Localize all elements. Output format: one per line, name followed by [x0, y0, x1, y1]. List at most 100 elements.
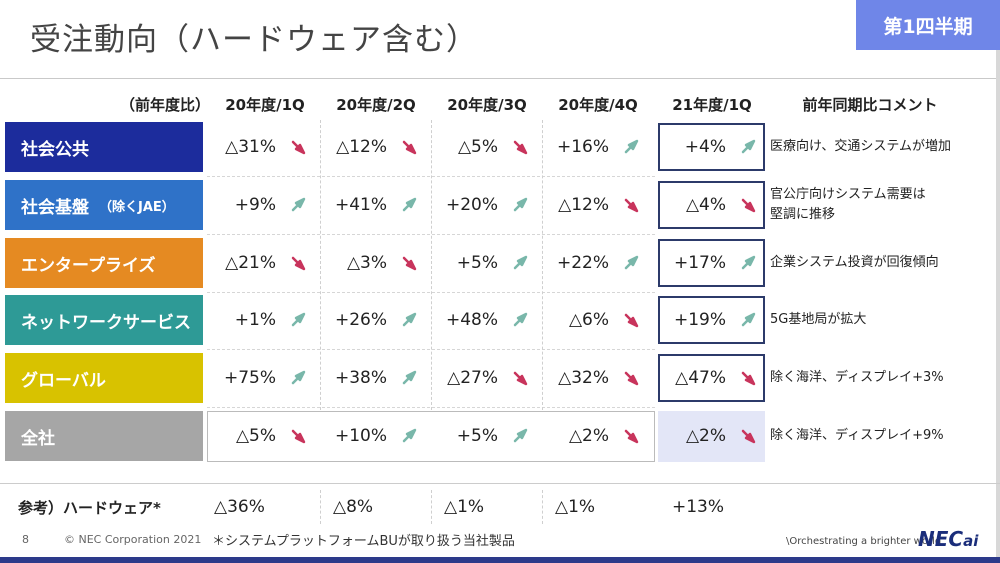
arrow-up-icon [740, 139, 756, 155]
value-cell: +41% [321, 180, 417, 230]
value-cell: △5% [210, 411, 306, 461]
reference-value-2: △8% [333, 497, 374, 517]
value-cell: △2% [543, 411, 639, 461]
period-header-4: 20年度/4Q [558, 96, 638, 114]
comment-line: 企業システム投資が回復傾向 [770, 255, 939, 270]
arrow-down-icon [740, 428, 756, 444]
segment-name: グローバル [21, 370, 106, 391]
value-text: △32% [558, 368, 609, 388]
arrow-down-icon [290, 428, 306, 444]
reference-column-divider [431, 490, 432, 524]
value-cell: +5% [432, 238, 528, 288]
page-number: 8 [22, 533, 29, 546]
value-cell: +48% [432, 295, 528, 345]
value-text: △27% [447, 368, 498, 388]
value-text: +9% [234, 195, 276, 215]
arrow-down-icon [623, 428, 639, 444]
value-cell: +17% [660, 238, 756, 288]
value-cell: +20% [432, 180, 528, 230]
comment-line: 医療向け、交通システムが増加 [770, 139, 951, 154]
reference-column-divider [320, 490, 321, 524]
comment-line: 堅調に推移 [770, 207, 836, 222]
latest-quarter-highlight [658, 354, 765, 402]
tagline: \Orchestrating a brighter world [786, 536, 942, 547]
value-cell: △6% [543, 295, 639, 345]
value-text: △3% [346, 253, 387, 273]
value-text: +10% [334, 426, 387, 446]
arrow-up-icon [740, 255, 756, 271]
value-text: △31% [225, 137, 276, 157]
value-cell: △21% [210, 238, 306, 288]
arrow-up-icon [512, 312, 528, 328]
arrow-down-icon [740, 197, 756, 213]
footnote: ＊システムプラットフォームBUが取り扱う当社製品 [212, 534, 515, 549]
value-cell: +5% [432, 411, 528, 461]
row-comment: 医療向け、交通システムが増加 [770, 137, 951, 157]
value-text: +75% [223, 368, 276, 388]
comment-line: 除く海洋、ディスプレイ+9% [770, 428, 944, 443]
value-text: △6% [568, 310, 609, 330]
arrow-down-icon [512, 370, 528, 386]
arrow-down-icon [623, 197, 639, 213]
column-divider [431, 120, 432, 410]
value-text: +20% [445, 195, 498, 215]
value-cell: +1% [210, 295, 306, 345]
latest-quarter-highlight [658, 239, 765, 287]
copyright: © NEC Corporation 2021 [64, 533, 202, 546]
reference-value-5: +13% [672, 497, 725, 517]
value-text: △12% [558, 195, 609, 215]
value-cell: +9% [210, 180, 306, 230]
arrow-up-icon [401, 370, 417, 386]
value-cell: +38% [321, 353, 417, 403]
arrow-down-icon [401, 139, 417, 155]
value-text: △5% [457, 137, 498, 157]
value-text: +17% [673, 253, 726, 273]
segment-name: 社会基盤 [21, 197, 89, 218]
reference-value-3: △1% [444, 497, 485, 517]
segment-label-3: エンタープライズ [5, 238, 203, 288]
value-text: +22% [556, 253, 609, 273]
arrow-down-icon [290, 255, 306, 271]
logo-ai: ai [963, 532, 979, 550]
arrow-up-icon [401, 428, 417, 444]
arrow-up-icon [401, 197, 417, 213]
basis-label: （前年度比） [120, 96, 211, 114]
segment-label-6: 全社 [5, 411, 203, 461]
value-text: △47% [675, 368, 726, 388]
arrow-up-icon [512, 255, 528, 271]
reference-column-divider [542, 490, 543, 524]
period-header-3: 20年度/3Q [447, 96, 527, 114]
latest-quarter-highlight [658, 181, 765, 229]
value-cell: △31% [210, 122, 306, 172]
segment-name: 全社 [21, 428, 55, 449]
value-cell: △12% [543, 180, 639, 230]
comment-line: 官公庁向けシステム需要は [770, 187, 926, 202]
nec-logo: NECai [918, 527, 978, 551]
arrow-down-icon [623, 312, 639, 328]
value-text: +19% [673, 310, 726, 330]
value-cell: △3% [321, 238, 417, 288]
right-edge-bar [996, 50, 1000, 560]
comment-header: 前年同期比コメント [802, 96, 938, 114]
value-text: +1% [234, 310, 276, 330]
row-comment: 企業システム投資が回復傾向 [770, 253, 939, 273]
value-cell: △4% [660, 180, 756, 230]
comment-line: 除く海洋、ディスプレイ+3% [770, 370, 944, 385]
value-cell: △32% [543, 353, 639, 403]
arrow-up-icon [512, 197, 528, 213]
value-cell: △47% [660, 353, 756, 403]
value-text: △2% [685, 426, 726, 446]
reference-value-4: △1% [555, 497, 596, 517]
arrow-up-icon [290, 312, 306, 328]
reference-label: 参考）ハードウェア* [18, 499, 161, 517]
value-cell: +10% [321, 411, 417, 461]
arrow-down-icon [740, 370, 756, 386]
value-text: △21% [225, 253, 276, 273]
title-divider [0, 78, 1000, 79]
segment-label-5: グローバル [5, 353, 203, 403]
value-cell: △2% [660, 411, 756, 461]
bottom-bar [0, 557, 1000, 563]
value-text: +48% [445, 310, 498, 330]
value-text: △4% [685, 195, 726, 215]
row-comment: 5G基地局が拡大 [770, 310, 866, 330]
